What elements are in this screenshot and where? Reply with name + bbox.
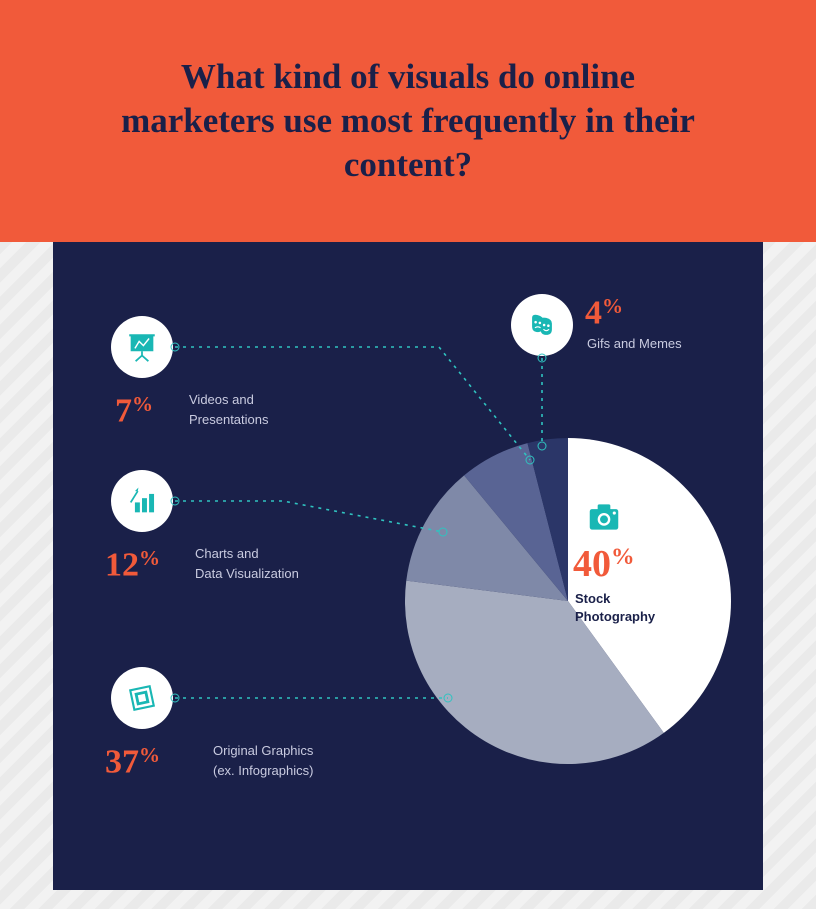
stock-label: Stock Photography — [575, 590, 655, 626]
connector-endpoint — [538, 354, 547, 363]
header-banner: What kind of visuals do online marketers… — [0, 0, 816, 242]
original-label: Original Graphics (ex. Infographics) — [213, 741, 313, 781]
charts-percent: 12% — [105, 544, 160, 584]
chart-card: 7% Videos and Presentations 12% Charts a… — [53, 242, 763, 890]
videos-label: Videos and Presentations — [189, 390, 269, 430]
frame-icon — [111, 667, 173, 729]
bar-chart-icon — [111, 470, 173, 532]
connector-endpoint — [439, 528, 448, 537]
gifs-percent: 4% — [585, 292, 623, 332]
stock-percent: 40% — [573, 542, 635, 586]
videos-percent: 7% — [115, 390, 153, 430]
pie-chart — [405, 438, 731, 764]
connector-endpoint — [171, 694, 180, 703]
connector-endpoint — [171, 343, 180, 352]
charts-label: Charts and Data Visualization — [195, 544, 299, 584]
page-title: What kind of visuals do online marketers… — [100, 55, 716, 186]
connector-endpoint — [526, 456, 535, 465]
camera-icon — [585, 498, 623, 541]
connector-endpoint — [444, 694, 453, 703]
presentation-icon — [111, 316, 173, 378]
original-percent: 37% — [105, 741, 160, 781]
connector-endpoint — [171, 497, 180, 506]
connector-endpoint — [538, 442, 547, 451]
masks-icon — [511, 294, 573, 356]
gifs-label: Gifs and Memes — [587, 334, 682, 354]
